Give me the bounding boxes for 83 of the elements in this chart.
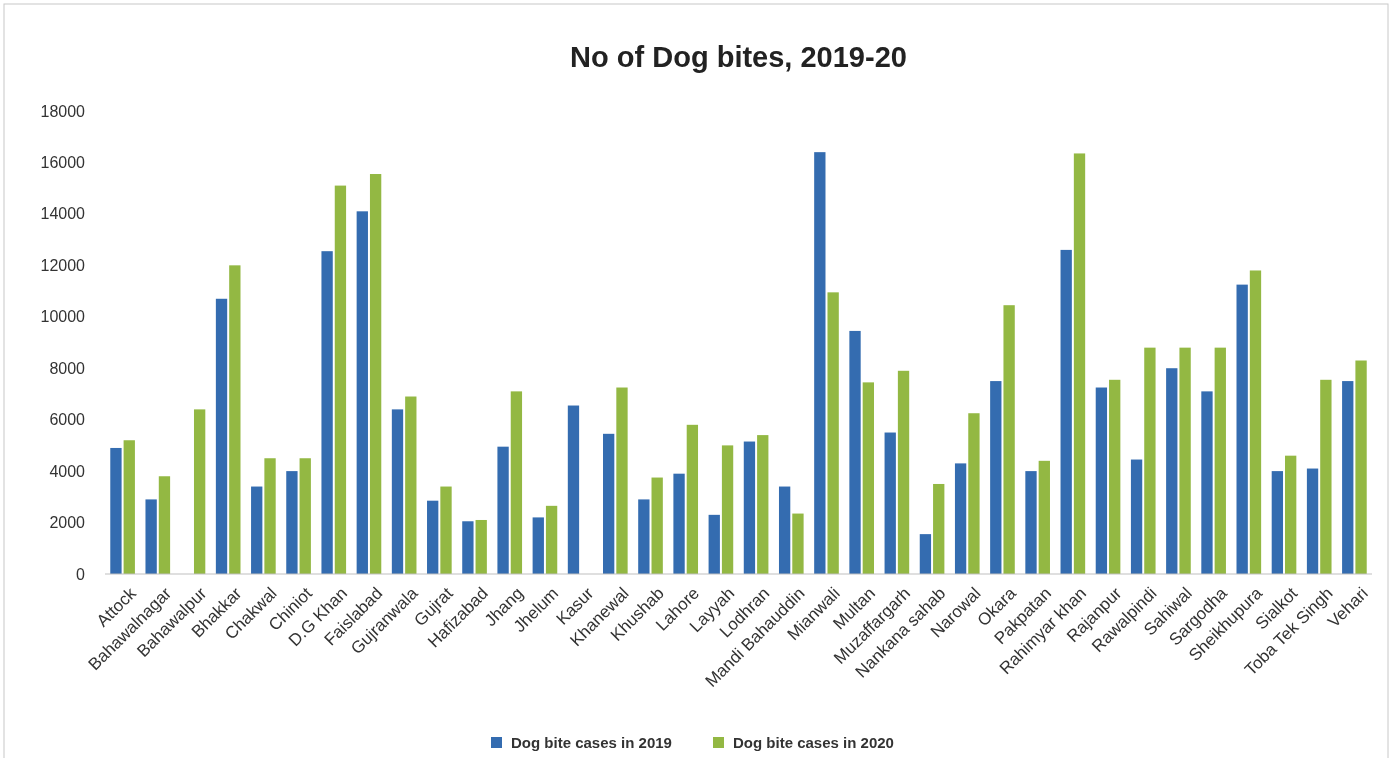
bar: [1144, 347, 1156, 574]
bar: [814, 152, 826, 574]
bar: [497, 446, 509, 574]
bar: [1285, 455, 1297, 574]
y-tick-label: 12000: [40, 256, 86, 274]
bar: [990, 381, 1002, 574]
bar: [286, 471, 298, 574]
bar: [827, 292, 839, 574]
bar: [1025, 471, 1037, 574]
bar: [299, 458, 311, 574]
bar: [334, 185, 347, 574]
y-tick-label: 6000: [49, 411, 86, 429]
bar: [567, 405, 580, 574]
bar: [778, 486, 791, 574]
bar: [1038, 460, 1050, 574]
bar: [215, 298, 228, 574]
bar: [193, 409, 206, 574]
y-tick-label: 18000: [40, 102, 86, 120]
bar: [440, 486, 452, 574]
bar: [321, 251, 333, 574]
bar: [721, 445, 734, 574]
bar: [919, 534, 932, 574]
bar: [158, 476, 171, 574]
bar: [1179, 347, 1191, 574]
legend-label: Dog bite cases in 2020: [733, 734, 894, 751]
bar: [743, 441, 756, 574]
bar: [849, 330, 861, 574]
legend-label: Dog bite cases in 2019: [511, 734, 672, 751]
bar: [475, 519, 487, 574]
bar: [616, 387, 628, 574]
bar: [123, 440, 135, 574]
bar: [686, 424, 699, 574]
y-tick-label: 4000: [49, 462, 86, 480]
bar: [405, 396, 417, 574]
bar: [1355, 360, 1367, 574]
bar: [251, 486, 263, 574]
bar: [933, 483, 945, 574]
bar: [1320, 379, 1332, 574]
bar: [757, 435, 769, 574]
bar: [1073, 153, 1086, 574]
bar: [1003, 305, 1015, 574]
bar: [792, 513, 804, 574]
bar: [638, 499, 650, 574]
bar: [1109, 379, 1121, 574]
bar: [110, 447, 122, 574]
bar: [369, 174, 382, 574]
bar: [708, 514, 720, 574]
bar: [145, 499, 157, 574]
y-tick-label: 14000: [40, 205, 86, 223]
bar: [356, 211, 368, 574]
bar: [1249, 270, 1262, 574]
y-tick-label: 16000: [40, 154, 86, 172]
bar: [545, 505, 558, 574]
bar: [1060, 249, 1072, 574]
bar: [1201, 391, 1213, 574]
bar: [1166, 368, 1178, 574]
y-tick-label: 8000: [49, 359, 86, 377]
bar: [510, 391, 523, 574]
bar: [651, 477, 663, 574]
bar: [391, 409, 404, 574]
bar: [897, 370, 910, 574]
bar: [1236, 284, 1248, 574]
bar: [229, 265, 241, 574]
y-tick-label: 2000: [49, 514, 86, 532]
bar: [1306, 468, 1319, 574]
bar: [862, 382, 874, 574]
bar: [532, 517, 544, 574]
bar: [427, 500, 439, 574]
bar: [1095, 387, 1108, 574]
bar: [603, 433, 615, 574]
bar: [954, 463, 967, 574]
bar: [264, 458, 276, 574]
bar: [1214, 347, 1226, 574]
y-tick-label: 0: [76, 565, 86, 583]
bar: [1130, 459, 1143, 574]
chart-title: No of Dog bites, 2019-20: [570, 41, 907, 73]
bar: [884, 432, 896, 574]
y-tick-label: 10000: [40, 308, 86, 326]
bar: [673, 473, 685, 574]
bar: [1271, 471, 1284, 574]
bar: [968, 413, 980, 574]
bar: [462, 521, 474, 574]
bar: [1342, 381, 1354, 574]
